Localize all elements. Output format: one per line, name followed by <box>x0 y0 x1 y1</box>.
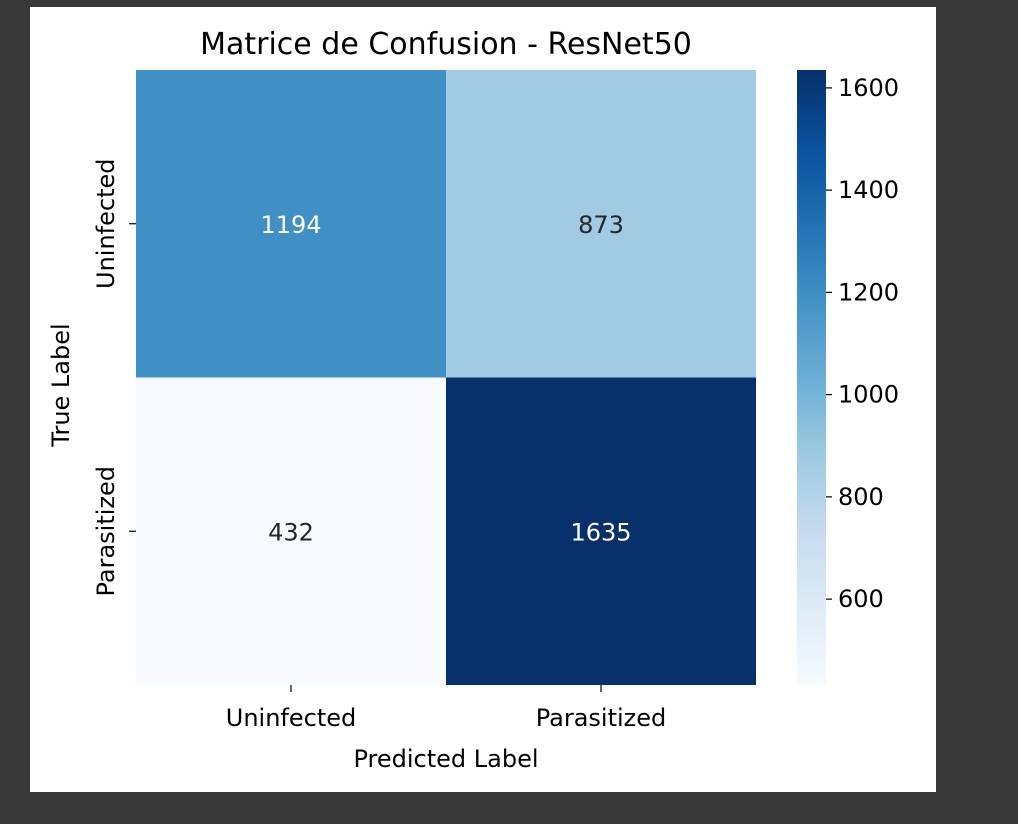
y-tick-label: Uninfected <box>92 159 120 289</box>
y-tick-label: Parasitized <box>92 466 120 597</box>
heatmap-cells: 1194 873 432 1635 <box>136 70 756 685</box>
heatmap-cell <box>136 377 446 685</box>
chart-figure: Matrice de Confusion - ResNet50 1194 873 4… <box>30 7 936 792</box>
colorbar-tick-label: 1600 <box>838 74 899 102</box>
colorbar-tick-label: 1000 <box>838 381 899 409</box>
colorbar-tick-label: 600 <box>838 585 884 613</box>
colorbar-tick-label: 800 <box>838 483 884 511</box>
y-axis-label: True Label <box>47 323 75 447</box>
heatmap-cell <box>136 70 446 378</box>
heatmap-cell <box>446 377 756 685</box>
cell-value-label: 1635 <box>570 518 631 546</box>
cell-value-label: 1194 <box>260 211 321 239</box>
cell-value-label: 432 <box>268 518 314 546</box>
colorbar <box>797 70 826 685</box>
colorbar-tick-label: 1200 <box>838 278 899 306</box>
x-axis: Uninfected Parasitized <box>226 685 667 732</box>
heatmap-cell <box>446 70 756 378</box>
x-tick-label: Parasitized <box>536 704 667 732</box>
cell-value-label: 873 <box>578 211 624 239</box>
x-tick-label: Uninfected <box>226 704 356 732</box>
y-axis: Uninfected Parasitized <box>92 159 136 597</box>
colorbar-ticks: 600 800 1000 1200 1400 1600 <box>826 74 899 613</box>
confusion-matrix-chart: Matrice de Confusion - ResNet50 1194 873 4… <box>47 27 899 773</box>
chart-title: Matrice de Confusion - ResNet50 <box>200 27 692 62</box>
colorbar-tick-label: 1400 <box>838 176 899 204</box>
x-axis-label: Predicted Label <box>353 745 538 773</box>
